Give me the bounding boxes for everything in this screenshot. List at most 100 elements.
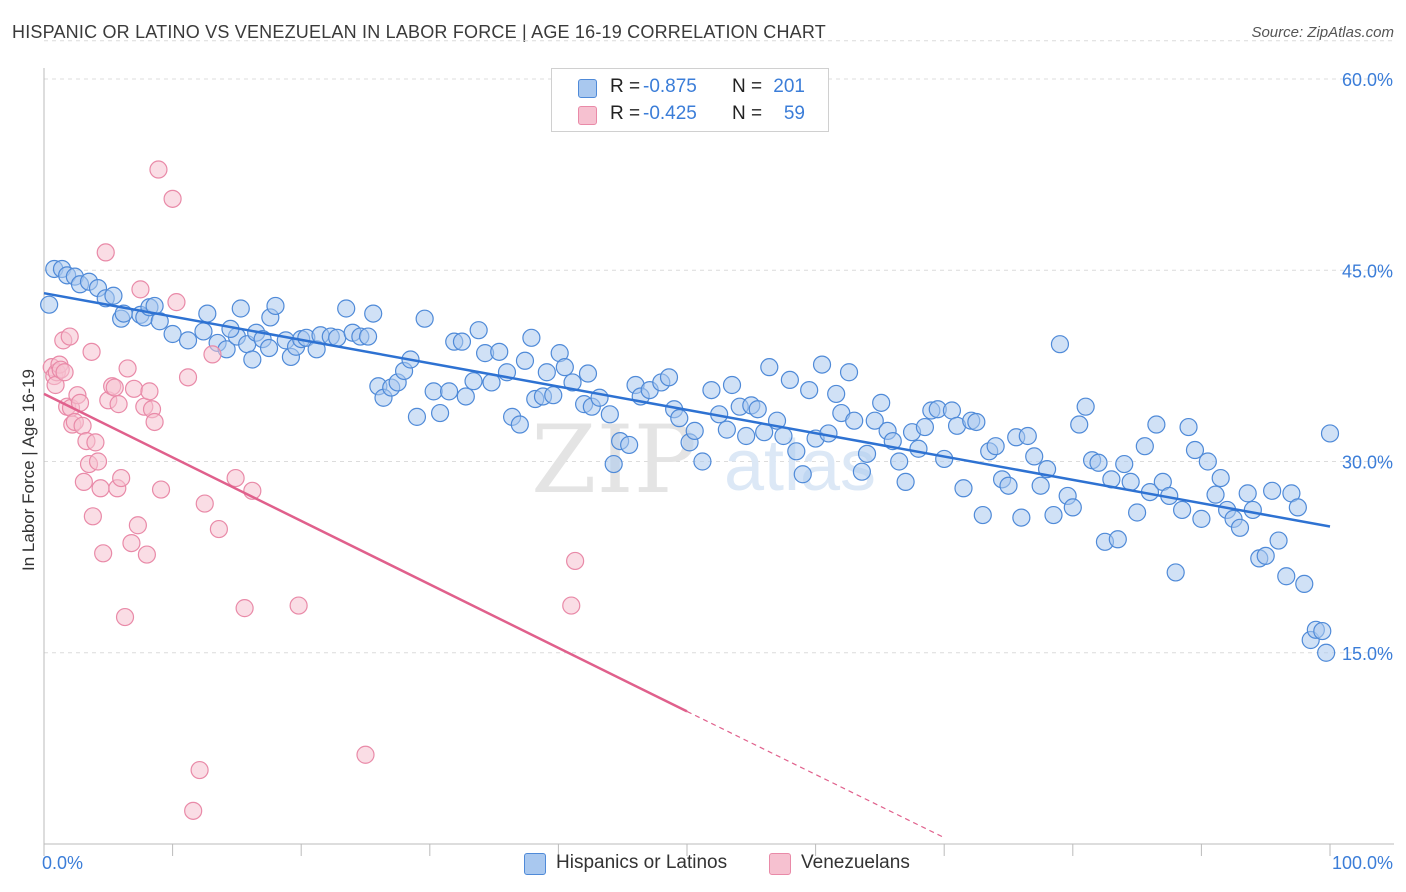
data-point-hispanics	[1185, 440, 1205, 460]
data-point-venezuelans	[195, 494, 214, 513]
legend-r-value: -0.875	[643, 76, 697, 97]
series-venezuelans-points	[42, 160, 585, 820]
data-point-hispanics	[1012, 508, 1031, 527]
data-point-venezuelans	[122, 533, 141, 553]
data-point-venezuelans	[163, 189, 182, 208]
data-point-hispanics	[1238, 484, 1257, 503]
data-point-hispanics	[827, 384, 846, 404]
data-point-hispanics	[780, 370, 799, 389]
data-point-hispanics	[1166, 563, 1185, 582]
data-point-venezuelans	[128, 516, 147, 535]
legend-n-label: N =	[732, 103, 763, 124]
data-point-venezuelans	[73, 416, 92, 435]
chart-title: HISPANIC OR LATINO VS VENEZUELAN IN LABO…	[12, 22, 826, 42]
data-point-venezuelans	[86, 433, 105, 452]
legend-swatch-blue	[578, 79, 597, 98]
data-point-hispanics	[439, 382, 459, 401]
data-point-hispanics	[722, 375, 742, 395]
legend-n-label: N =	[732, 76, 763, 97]
data-point-hispanics	[986, 437, 1005, 456]
data-point-hispanics	[1230, 518, 1250, 537]
data-point-hispanics	[702, 381, 721, 400]
data-point-venezuelans	[109, 395, 128, 414]
data-point-venezuelans	[91, 479, 110, 498]
data-point-hispanics	[490, 342, 509, 361]
data-point-hispanics	[999, 476, 1018, 495]
data-point-hispanics	[415, 309, 434, 328]
data-point-hispanics	[337, 299, 356, 318]
data-point-hispanics	[358, 327, 378, 346]
data-point-hispanics	[1198, 452, 1217, 471]
data-point-hispanics	[243, 350, 262, 369]
data-point-hispanics	[774, 426, 793, 446]
data-point-hispanics	[1192, 509, 1211, 528]
data-point-venezuelans	[124, 379, 144, 398]
data-point-hispanics	[1263, 481, 1282, 500]
data-point-hispanics	[1179, 417, 1198, 437]
x-tick-label: 0.0%	[42, 853, 83, 873]
bottom-legend-swatch-pink	[769, 853, 791, 875]
data-point-hispanics	[915, 417, 935, 437]
data-point-hispanics	[40, 295, 59, 314]
data-point-hispanics	[909, 439, 928, 458]
data-point-hispanics	[685, 421, 704, 440]
data-point-hispanics	[1317, 643, 1336, 662]
legend-swatch-pink	[578, 106, 597, 125]
data-point-hispanics	[857, 444, 877, 463]
data-point-hispanics	[693, 452, 712, 471]
data-point-hispanics	[896, 472, 915, 491]
data-point-venezuelans	[289, 596, 308, 615]
data-point-venezuelans	[178, 368, 198, 387]
data-point-hispanics	[872, 393, 891, 412]
data-point-hispanics	[1115, 454, 1134, 474]
data-point-venezuelans	[83, 507, 102, 526]
data-point-venezuelans	[60, 327, 79, 346]
data-point-hispanics	[1206, 485, 1225, 504]
data-point-venezuelans	[356, 745, 375, 764]
data-point-hispanics	[163, 324, 182, 344]
trend-line-venezuelans-extension	[686, 710, 945, 839]
data-point-hispanics	[178, 331, 198, 350]
data-point-hispanics	[852, 462, 871, 481]
data-point-venezuelans	[55, 363, 74, 382]
trend-lines	[43, 291, 1331, 839]
data-point-hispanics	[890, 452, 909, 471]
data-point-hispanics	[328, 328, 347, 347]
data-point-hispanics	[1076, 397, 1095, 416]
data-point-venezuelans	[74, 472, 93, 491]
data-point-hispanics	[967, 412, 986, 432]
data-point-hispanics	[1063, 498, 1082, 517]
data-point-hispanics	[563, 373, 582, 392]
data-point-hispanics	[670, 409, 689, 428]
data-point-hispanics	[452, 332, 472, 351]
legend-n-value: 59	[783, 103, 805, 124]
data-point-hispanics	[942, 401, 962, 420]
y-tick-label: 60.0%	[1342, 70, 1393, 90]
data-point-hispanics	[748, 400, 767, 419]
data-point-venezuelans	[96, 243, 115, 262]
data-point-hispanics	[865, 411, 884, 430]
data-point-venezuelans	[184, 801, 203, 820]
data-point-hispanics	[1288, 498, 1307, 517]
data-point-hispanics	[522, 328, 541, 347]
data-point-hispanics	[1277, 567, 1296, 586]
data-point-hispanics	[555, 358, 574, 377]
data-point-venezuelans	[137, 545, 156, 564]
data-point-hispanics	[1025, 447, 1044, 466]
data-point-hispanics	[717, 420, 736, 439]
data-point-hispanics	[935, 449, 954, 469]
data-point-hispanics	[973, 505, 992, 525]
data-point-hispanics	[800, 381, 819, 400]
data-point-venezuelans	[151, 480, 171, 499]
data-point-hispanics	[1135, 437, 1154, 456]
data-point-venezuelans	[94, 544, 113, 563]
legend-n-value: 201	[773, 76, 805, 97]
legend-r-label: R =	[610, 103, 641, 124]
data-point-hispanics	[515, 351, 535, 370]
legend-r-value: -0.425	[643, 103, 697, 124]
data-point-hispanics	[604, 454, 623, 474]
data-point-hispanics	[104, 286, 123, 305]
legend-r-label: R =	[610, 76, 641, 97]
data-point-hispanics	[198, 304, 217, 323]
data-point-venezuelans	[88, 452, 108, 471]
